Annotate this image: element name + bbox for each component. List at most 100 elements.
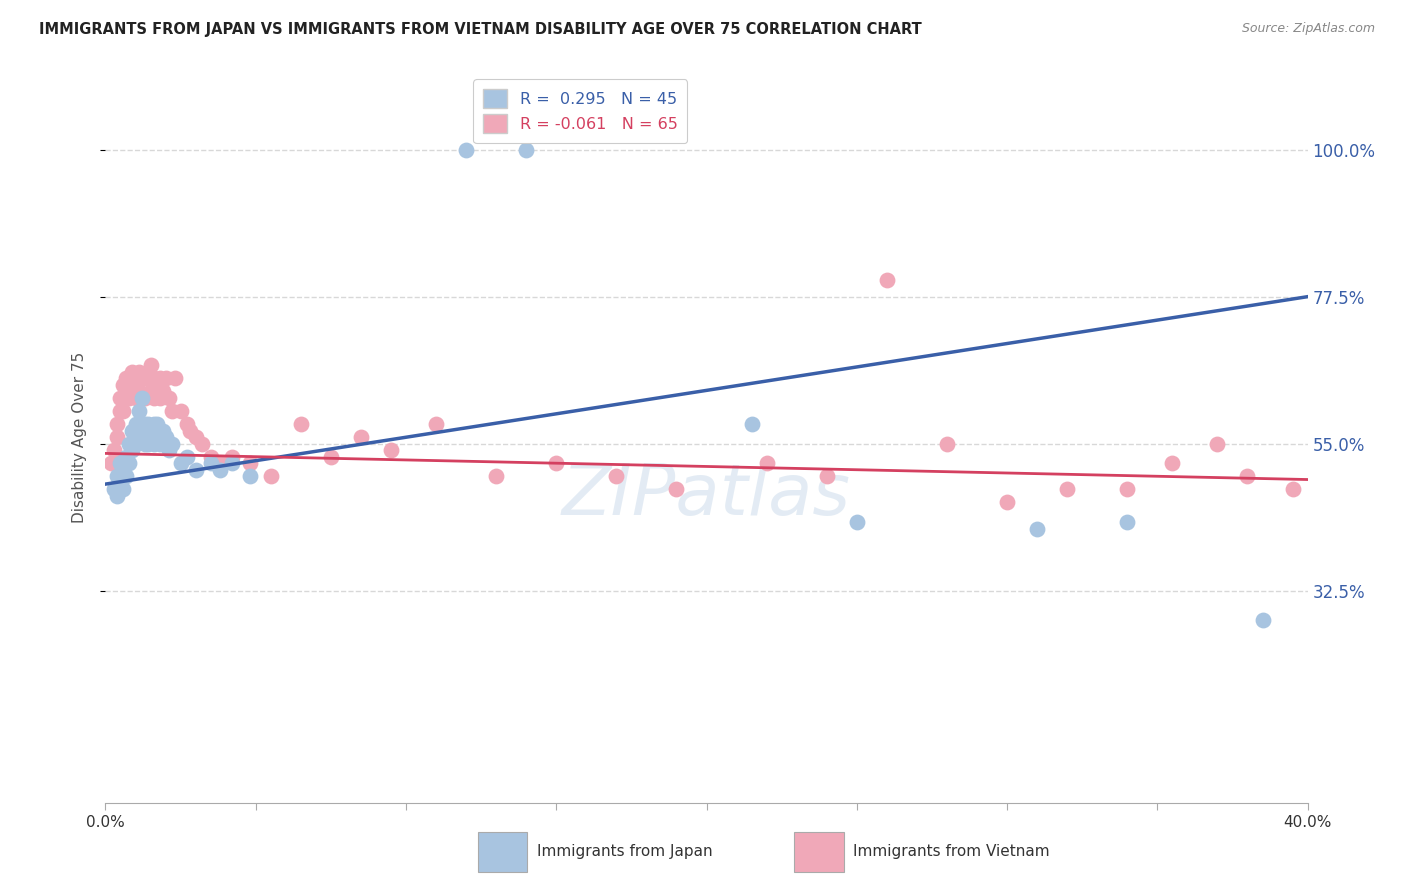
- Point: [128, 365, 150, 379]
- Point: [118, 391, 141, 405]
- Point: [221, 456, 243, 470]
- Point: [157, 391, 180, 405]
- Point: [103, 483, 125, 497]
- Point: [115, 450, 138, 464]
- Point: [190, 436, 212, 450]
- Point: [131, 371, 153, 385]
- Point: [118, 456, 141, 470]
- Point: [1056, 483, 1078, 497]
- Point: [118, 436, 141, 450]
- Point: [145, 417, 167, 431]
- Point: [1206, 436, 1229, 450]
- Text: Immigrants from Vietnam: Immigrants from Vietnam: [853, 845, 1050, 859]
- Point: [139, 358, 162, 372]
- Point: [110, 475, 132, 490]
- Point: [134, 436, 156, 450]
- Point: [184, 463, 207, 477]
- Point: [107, 489, 129, 503]
- Point: [139, 384, 162, 399]
- Point: [118, 371, 141, 385]
- Point: [755, 456, 778, 470]
- Point: [128, 424, 150, 438]
- Point: [134, 417, 156, 431]
- Point: [115, 469, 138, 483]
- Point: [115, 384, 138, 399]
- Point: [239, 469, 262, 483]
- Point: [145, 377, 167, 392]
- Point: [1116, 483, 1139, 497]
- Point: [936, 436, 959, 450]
- Y-axis label: Disability Age Over 75: Disability Age Over 75: [72, 351, 87, 523]
- Point: [876, 273, 898, 287]
- Point: [995, 495, 1018, 509]
- Point: [142, 417, 165, 431]
- Point: [124, 371, 146, 385]
- Point: [136, 371, 159, 385]
- Point: [155, 430, 177, 444]
- Point: [176, 417, 198, 431]
- Point: [179, 424, 201, 438]
- Point: [148, 371, 170, 385]
- Point: [1281, 483, 1303, 497]
- Point: [741, 417, 763, 431]
- Point: [148, 391, 170, 405]
- Point: [142, 371, 165, 385]
- Point: [131, 391, 153, 405]
- Point: [176, 450, 198, 464]
- Text: IMMIGRANTS FROM JAPAN VS IMMIGRANTS FROM VIETNAM DISABILITY AGE OVER 75 CORRELAT: IMMIGRANTS FROM JAPAN VS IMMIGRANTS FROM…: [39, 22, 922, 37]
- Point: [112, 377, 135, 392]
- Point: [1236, 469, 1258, 483]
- Point: [1251, 613, 1274, 627]
- Point: [136, 417, 159, 431]
- Point: [845, 515, 868, 529]
- Text: Source: ZipAtlas.com: Source: ZipAtlas.com: [1241, 22, 1375, 36]
- Point: [155, 371, 177, 385]
- Point: [128, 404, 150, 418]
- Point: [425, 417, 447, 431]
- Point: [121, 384, 143, 399]
- Legend: R =  0.295   N = 45, R = -0.061   N = 65: R = 0.295 N = 45, R = -0.061 N = 65: [474, 79, 688, 143]
- Point: [169, 456, 191, 470]
- Point: [152, 424, 174, 438]
- Point: [107, 469, 129, 483]
- Point: [665, 483, 688, 497]
- Point: [110, 391, 132, 405]
- Point: [380, 443, 402, 458]
- Point: [148, 436, 170, 450]
- Point: [121, 443, 143, 458]
- Point: [485, 469, 508, 483]
- Point: [110, 456, 132, 470]
- Point: [112, 483, 135, 497]
- Point: [319, 450, 342, 464]
- Point: [110, 404, 132, 418]
- Point: [239, 456, 262, 470]
- Point: [134, 391, 156, 405]
- Point: [605, 469, 627, 483]
- Point: [103, 443, 125, 458]
- Point: [115, 371, 138, 385]
- Point: [208, 463, 231, 477]
- Point: [260, 469, 283, 483]
- Point: [454, 143, 477, 157]
- Point: [815, 469, 838, 483]
- Point: [163, 371, 186, 385]
- Point: [142, 391, 165, 405]
- Point: [131, 391, 153, 405]
- Point: [142, 436, 165, 450]
- Point: [100, 456, 122, 470]
- Point: [112, 463, 135, 477]
- FancyBboxPatch shape: [478, 831, 527, 872]
- Point: [136, 436, 159, 450]
- Point: [184, 430, 207, 444]
- Point: [128, 384, 150, 399]
- Point: [169, 404, 191, 418]
- Text: Immigrants from Japan: Immigrants from Japan: [537, 845, 713, 859]
- Text: ZIPatlas: ZIPatlas: [562, 461, 851, 530]
- Point: [107, 417, 129, 431]
- Point: [124, 436, 146, 450]
- Point: [152, 384, 174, 399]
- Point: [208, 456, 231, 470]
- Point: [350, 430, 373, 444]
- Point: [121, 365, 143, 379]
- Point: [200, 456, 222, 470]
